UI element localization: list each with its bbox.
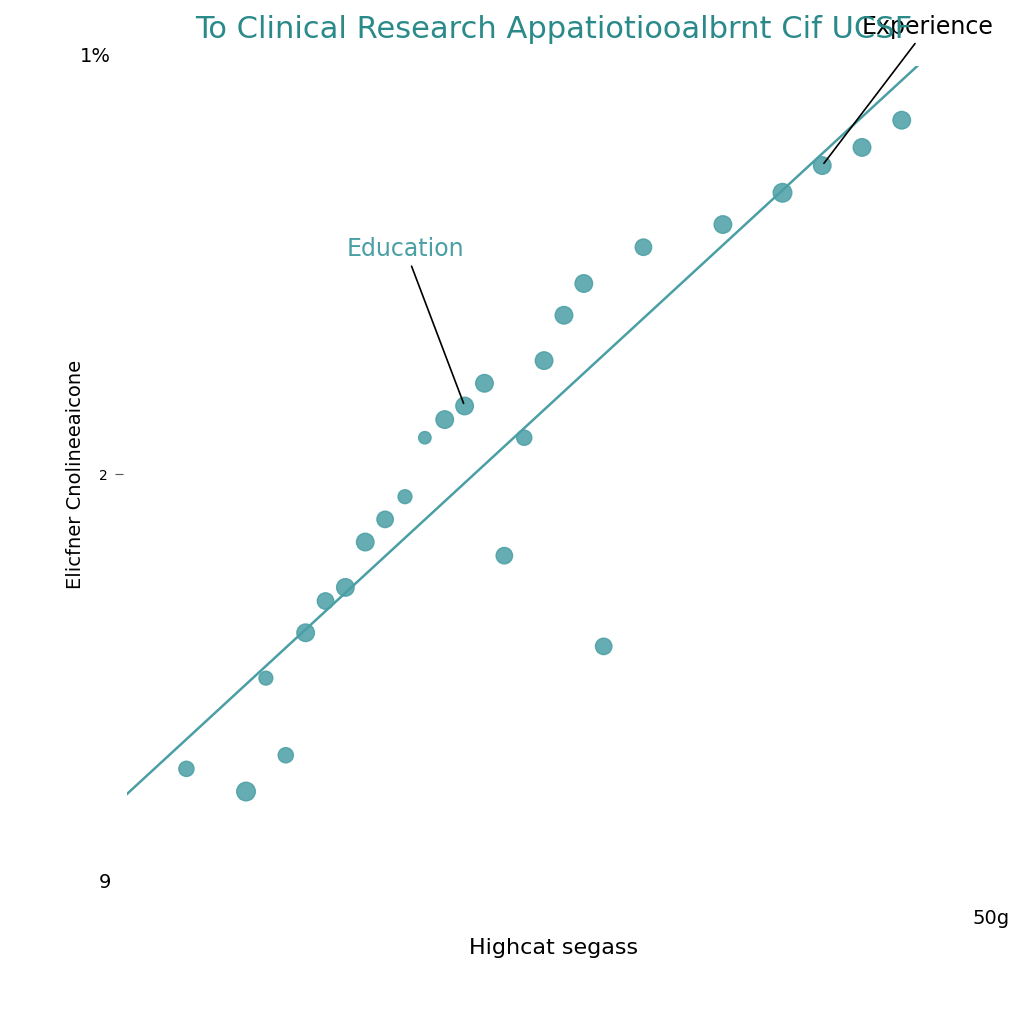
X-axis label: Highcat segass: Highcat segass (469, 938, 639, 957)
Point (457, 397, 473, 414)
Text: 9: 9 (98, 872, 111, 892)
Point (297, 625, 313, 641)
Point (814, 158, 830, 174)
Point (258, 670, 274, 686)
Point (178, 761, 195, 777)
Point (635, 239, 651, 255)
Point (854, 139, 870, 156)
Text: 1%: 1% (80, 47, 111, 67)
Point (894, 112, 910, 128)
Point (556, 307, 572, 324)
Point (497, 548, 513, 564)
Point (516, 429, 532, 445)
Point (238, 783, 254, 800)
Point (337, 580, 353, 596)
Point (417, 429, 433, 445)
Point (357, 534, 374, 550)
Point (278, 748, 294, 764)
Text: Experience: Experience (824, 14, 994, 164)
Point (715, 216, 731, 232)
Title: To Clinical Research Appatiotiooalbrnt Cif UCSF: To Clinical Research Appatiotiooalbrnt C… (196, 15, 912, 44)
Text: Education: Education (346, 237, 464, 403)
Text: 50g: 50g (973, 909, 1010, 929)
Point (596, 638, 612, 654)
Point (396, 488, 413, 505)
Point (377, 511, 393, 527)
Point (317, 593, 334, 609)
Y-axis label: Elicfner Cnolineeaicone: Elicfner Cnolineeaicone (66, 359, 85, 589)
Point (575, 275, 592, 292)
Point (536, 352, 552, 369)
Point (476, 375, 493, 391)
Point (774, 184, 791, 201)
Point (436, 412, 453, 428)
